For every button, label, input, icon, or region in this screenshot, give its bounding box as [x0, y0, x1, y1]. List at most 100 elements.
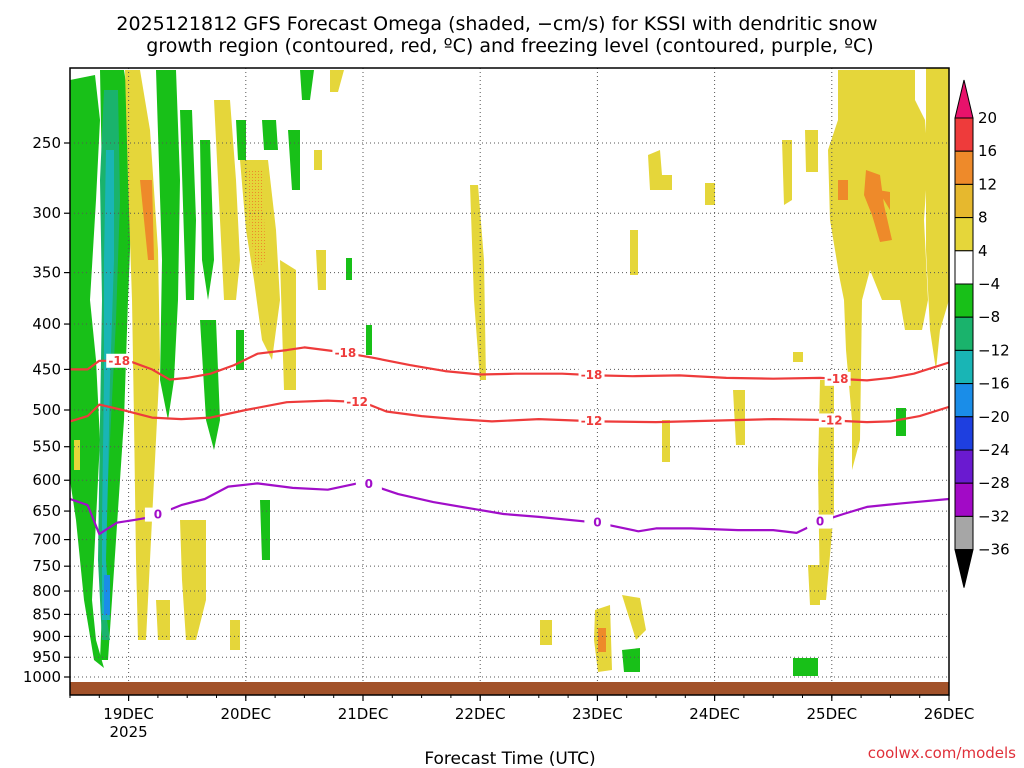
omega-shade-yellow-east [828, 70, 928, 470]
omega-shade-yellow-east2 [926, 68, 949, 370]
ground-surface-band [70, 682, 949, 695]
colorbar-swatch [954, 515, 974, 551]
colorbar-label: −36 [978, 541, 1010, 559]
x-tick-label: 20DEC [221, 705, 272, 723]
contour-label-bg [807, 514, 834, 529]
colorbar-label: −8 [978, 308, 1000, 326]
y-axis: 250 300 350 400 450 500 550 600 650 700 750 800 850 9… [23, 134, 70, 686]
contour-label: -18 [827, 372, 849, 386]
y-tick-label: 800 [32, 582, 61, 600]
contour-label: 0 [365, 477, 373, 491]
chart-title-line2: growth region (contoured, red, ºC) and f… [146, 35, 873, 57]
omega-shade-orange-low [598, 628, 606, 652]
y-tick-label: 900 [32, 627, 61, 645]
omega-shade-green-west3 [156, 70, 244, 450]
colorbar-label: −4 [978, 275, 1000, 293]
omega-shade-yellow-west3 [314, 70, 344, 290]
colorbar-swatch [954, 383, 974, 418]
colorbar-label: −16 [978, 375, 1010, 393]
colorbar-swatch [954, 250, 974, 285]
colorbar-label: −28 [978, 474, 1010, 492]
contour-label-bg [578, 368, 605, 383]
colorbar-swatch [954, 449, 974, 484]
credit-link[interactable]: coolwx.com/models [868, 744, 1016, 762]
y-tick-label: 450 [32, 360, 61, 378]
colorbar-label: 12 [978, 175, 997, 193]
colorbar-swatch [954, 349, 974, 385]
omega-shade-blue-west [104, 575, 110, 615]
y-tick-label: 500 [32, 401, 61, 419]
x-tick-label: 26DEC [924, 705, 975, 723]
x-tick-label: 19DEC [103, 705, 154, 723]
x-tick-label: 23DEC [572, 705, 623, 723]
colorbar-swatch [954, 117, 974, 152]
y-tick-label: 300 [32, 204, 61, 222]
omega-shade-yellow-low [230, 595, 646, 672]
contour-label-bg [578, 414, 605, 429]
colorbar-label: 16 [978, 142, 997, 160]
colorbar-label: 8 [978, 209, 988, 227]
colorbar-label: −32 [978, 507, 1010, 525]
contour-line [70, 346, 949, 382]
colorbar-swatch [954, 416, 974, 451]
omega-shade-orange-west [140, 180, 154, 260]
contour-label: -12 [581, 414, 603, 428]
colorbar-label: −24 [978, 441, 1010, 459]
y-tick-label: 850 [32, 605, 61, 623]
colorbar-swatch [954, 79, 974, 119]
colorbar-label: −12 [978, 341, 1010, 359]
colorbar-swatch [954, 150, 974, 185]
y-tick-label: 1000 [23, 668, 61, 686]
colorbar-label: 4 [978, 242, 988, 260]
colorbar-swatch [954, 482, 974, 517]
x-tick-label: 22DEC [455, 705, 506, 723]
colorbar-swatch [954, 316, 974, 351]
colorbar-swatch [954, 217, 974, 252]
omega-shade-cyan-west [102, 150, 114, 620]
x-tick-sublabel: 2025 [110, 723, 148, 741]
x-tick-label: 21DEC [338, 705, 389, 723]
omega-shade-orange-west2 [246, 170, 266, 270]
contour-label: 0 [593, 516, 601, 530]
colorbar-swatch [954, 183, 974, 219]
contour-label-bg [355, 477, 382, 492]
x-axis-label: Forecast Time (UTC) [424, 749, 595, 768]
y-tick-label: 600 [32, 471, 61, 489]
contour-label-bg [144, 507, 171, 522]
contour-label-bg [332, 345, 359, 360]
y-tick-label: 650 [32, 502, 61, 520]
x-tick-label: 25DEC [807, 705, 858, 723]
temperature-contours: -18 -18 -18 -18 -12 -12 -12 0 0 0 0 [70, 345, 949, 536]
colorbar-swatch [954, 549, 974, 588]
y-tick-label: 550 [32, 438, 61, 456]
omega-shade-orange-east [838, 170, 892, 242]
colorbar-label: 20 [978, 109, 997, 127]
contour-label: -12 [821, 413, 843, 427]
contour-label: -18 [581, 368, 603, 382]
contour-label: -18 [335, 346, 357, 360]
omega-shade-yellow-east3 [818, 380, 834, 600]
chart-title-line1: 2025121812 GFS Forecast Omega (shaded, −… [116, 13, 877, 35]
omega-shade-yellow-east4 [782, 130, 820, 605]
y-tick-label: 950 [32, 648, 61, 666]
y-tick-label: 400 [32, 315, 61, 333]
y-tick-label: 350 [32, 264, 61, 282]
colorbar: 20 16 12 8 4 −4 −8 −12 −16 −20 −24 −28 −32 −36 [954, 79, 1010, 588]
contour-label: 0 [816, 515, 824, 529]
contour-label-bg [824, 371, 851, 386]
contour-label-bg [818, 413, 845, 428]
colorbar-label: −20 [978, 408, 1010, 426]
y-tick-label: 700 [32, 531, 61, 549]
contour-label-bg [344, 394, 371, 409]
x-tick-label: 24DEC [689, 705, 740, 723]
omega-shade-green-west [70, 75, 104, 668]
contour-label-bg [584, 515, 611, 530]
y-tick-label: 750 [32, 557, 61, 575]
colorbar-swatch [954, 283, 974, 318]
omega-shade-yellow-west2 [74, 100, 296, 640]
contour-label-bg [106, 353, 133, 368]
y-tick-label: 250 [32, 134, 61, 152]
contour-label: -18 [108, 354, 130, 368]
